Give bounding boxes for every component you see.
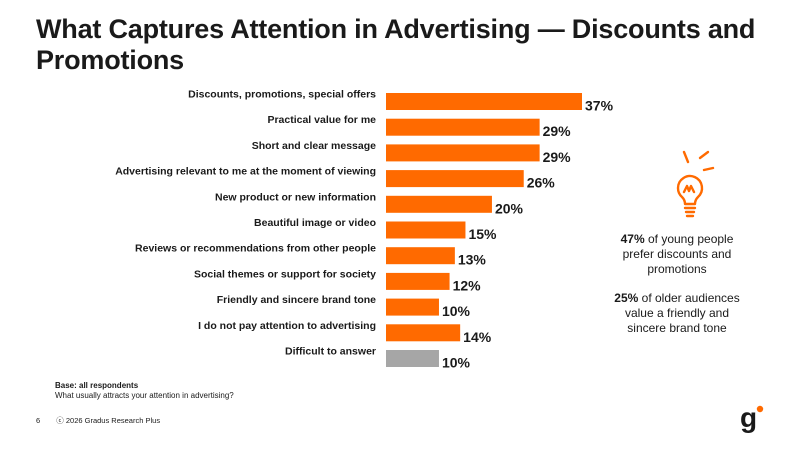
page-title: What Captures Attention in Advertising —…	[36, 14, 756, 75]
category-label: Reviews or recommendations from other pe…	[135, 243, 376, 255]
value-label: 29%	[543, 149, 572, 165]
callout-value: 47%	[620, 232, 645, 246]
callout-text: 47% of young people prefer discounts and…	[604, 232, 750, 336]
page-number: 6	[36, 416, 41, 425]
callout-item-young: 47% of young people prefer discounts and…	[604, 232, 750, 277]
category-label: Advertising relevant to me at the moment…	[115, 166, 376, 178]
value-label: 29%	[543, 123, 572, 139]
bar	[386, 221, 466, 239]
bar	[386, 170, 524, 188]
bar	[386, 272, 450, 290]
value-label: 20%	[495, 200, 524, 216]
value-label: 37%	[585, 98, 614, 114]
bar	[386, 144, 540, 162]
base-question: What usually attracts your attention in …	[55, 390, 234, 400]
logo-dot	[756, 405, 764, 413]
bar	[386, 93, 582, 110]
category-label: Discounts, promotions, special offers	[188, 89, 376, 101]
callout-description: of older audiences value a friendly and …	[624, 291, 740, 335]
callout-item-older: 25% of older audiences value a friendly …	[604, 291, 750, 336]
logo-letter: g	[740, 403, 757, 433]
category-label: New product or new information	[215, 191, 376, 203]
value-label: 26%	[527, 175, 556, 191]
category-label: Difficult to answer	[285, 346, 376, 358]
base-note: Base: all respondents What usually attra…	[55, 381, 234, 400]
category-label: Practical value for me	[267, 114, 376, 126]
base-title: Base: all respondents	[55, 381, 139, 390]
category-label: Social themes or support for society	[194, 268, 376, 280]
lightbulb-icon	[676, 150, 715, 218]
category-label: Short and clear message	[252, 140, 376, 152]
category-label: Beautiful image or video	[254, 217, 376, 229]
value-label: 15%	[468, 226, 497, 242]
bar	[386, 298, 439, 316]
bar	[386, 118, 540, 136]
value-label: 13%	[458, 252, 487, 268]
bar-chart: Discounts, promotions, special offers 37%…	[115, 89, 614, 371]
callout-value: 25%	[614, 291, 639, 305]
footer: 6 ⓒ 2026 Gradus Research Plus	[36, 415, 160, 426]
bar	[386, 350, 439, 367]
category-label: Friendly and sincere brand tone	[217, 294, 376, 306]
value-label: 10%	[442, 303, 471, 319]
value-label: 12%	[453, 277, 482, 293]
bar	[386, 247, 455, 265]
value-label: 14%	[463, 329, 492, 345]
bar	[386, 324, 461, 342]
copyright: ⓒ 2026 Gradus Research Plus	[56, 416, 161, 425]
callout-description: of young people prefer discounts and pro…	[622, 232, 734, 276]
bar	[386, 195, 492, 213]
gradus-logo: g	[740, 403, 764, 433]
value-label: 10%	[442, 355, 471, 371]
category-label: I do not pay attention to advertising	[198, 320, 376, 332]
